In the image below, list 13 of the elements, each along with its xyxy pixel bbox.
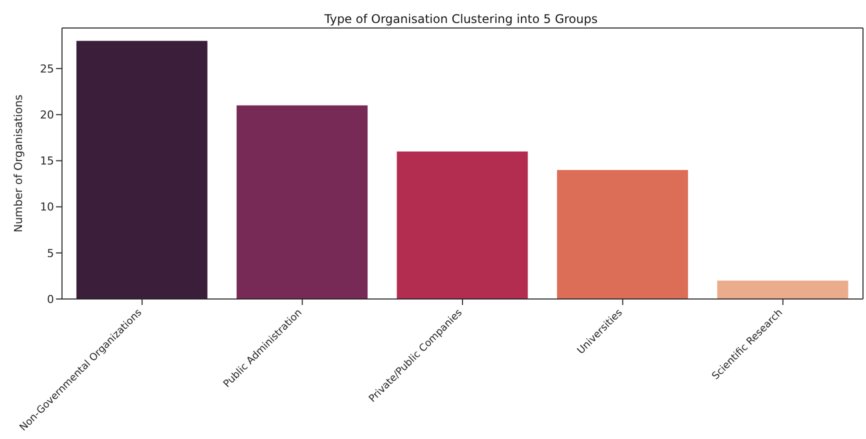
bar — [396, 152, 528, 299]
chart-title: Type of Organisation Clustering into 5 Groups — [323, 12, 599, 26]
y-tick-label: 20 — [40, 108, 54, 122]
y-tick-label: 10 — [40, 200, 54, 214]
bar — [557, 170, 688, 299]
y-tick-label: 25 — [40, 62, 54, 76]
bar — [717, 280, 848, 299]
y-tick-label: 0 — [47, 292, 54, 306]
bar — [76, 40, 208, 299]
y-axis-title: Number of Organisations — [12, 94, 25, 232]
bar — [236, 105, 368, 299]
y-tick-label: 15 — [40, 154, 54, 168]
y-tick-label: 5 — [47, 246, 54, 260]
